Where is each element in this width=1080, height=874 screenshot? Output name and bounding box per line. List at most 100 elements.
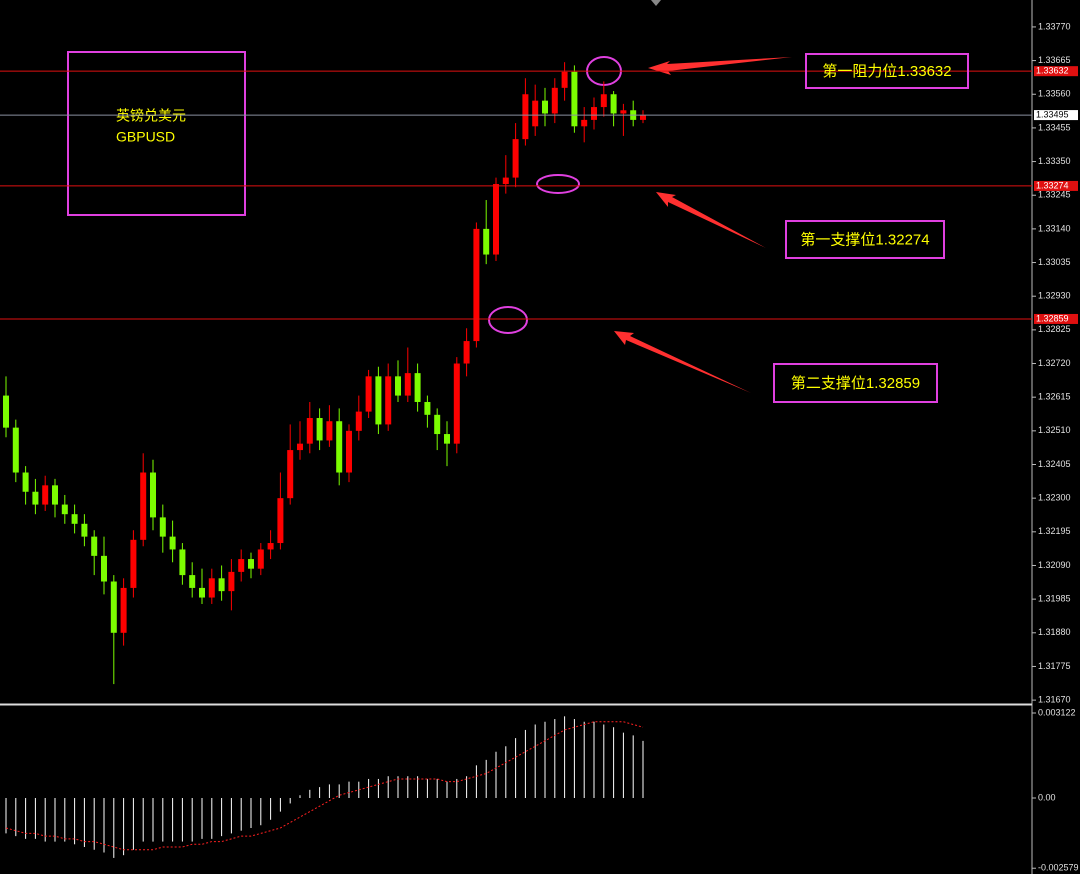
candle-body: [336, 421, 343, 473]
candle-body: [600, 94, 607, 108]
candle-body: [581, 119, 588, 127]
candle-body: [542, 100, 548, 114]
candle-body: [140, 472, 147, 540]
candle-body: [110, 581, 117, 633]
candle-body: [22, 472, 29, 492]
candle-body: [444, 434, 450, 444]
candle-body: [42, 485, 49, 505]
candle-body: [532, 100, 539, 127]
y-tick-label: 1.32090: [1038, 560, 1071, 570]
arrow: [656, 192, 766, 248]
candle-body: [326, 421, 333, 441]
level-price-label: 1.33632: [1036, 66, 1069, 76]
y-tick-label: 0.00: [1038, 792, 1056, 802]
annotation-box: [773, 363, 938, 403]
candle-body: [3, 395, 9, 428]
y-tick-label: 1.33665: [1038, 55, 1071, 65]
candle-body: [12, 427, 19, 473]
candle-body: [248, 559, 254, 569]
annotation-text: 第二支撑位1.32859: [791, 374, 920, 392]
y-tick-label: 1.32720: [1038, 358, 1071, 368]
y-tick-label: 1.31775: [1038, 661, 1071, 671]
candle-body: [591, 107, 597, 120]
annotation-text: 第一阻力位1.33632: [822, 62, 951, 80]
signal-line: [5, 721, 644, 851]
y-tick-label: 1.32825: [1038, 324, 1071, 334]
level-price-box: [1034, 66, 1078, 77]
candle-body: [512, 139, 519, 178]
level-price-label: 1.33274: [1036, 180, 1069, 190]
candle-body: [346, 430, 352, 473]
y-tick-label: 1.32930: [1038, 291, 1071, 301]
candle-body: [169, 536, 176, 550]
candle-body: [287, 450, 294, 499]
y-tick-label: 1.33035: [1038, 257, 1071, 267]
candle-body: [561, 71, 568, 88]
symbol-code: GBPUSD: [116, 129, 175, 145]
candle-body: [640, 115, 646, 120]
candle-body: [424, 401, 431, 415]
candle-body: [453, 363, 460, 444]
symbol-name: 英镑兑美元: [116, 108, 186, 124]
annotation-text: 第一支撑位1.32274: [800, 230, 929, 248]
candle-body: [473, 228, 480, 342]
candle-body: [199, 587, 205, 598]
y-tick-label: 1.32615: [1038, 392, 1071, 402]
y-tick-label: 1.31985: [1038, 594, 1071, 604]
candle-body: [620, 110, 627, 114]
candle-body: [91, 536, 98, 556]
candle-body: [385, 376, 392, 425]
scroll-marker: [651, 0, 661, 6]
candle-body: [267, 543, 274, 550]
candle-body: [493, 184, 499, 255]
candle-body: [404, 373, 411, 396]
candle-body: [297, 443, 303, 451]
candle-body: [61, 504, 68, 515]
highlight-circle: [536, 174, 580, 194]
candle-body: [218, 578, 225, 592]
candle-body: [238, 559, 245, 572]
symbol-box: [67, 51, 246, 216]
candle-body: [414, 373, 421, 402]
y-tick-label: 1.33140: [1038, 223, 1071, 233]
y-tick-label: 1.33560: [1038, 89, 1071, 99]
candle-body: [228, 571, 235, 592]
candle-body: [130, 539, 137, 588]
candle-body: [610, 94, 617, 114]
candle-body: [502, 177, 509, 185]
candle-body: [120, 587, 127, 633]
candle-body: [179, 549, 186, 576]
candle-body: [463, 341, 470, 364]
candle-body: [551, 87, 558, 114]
y-tick-label: 1.33455: [1038, 122, 1071, 132]
candle-body: [71, 514, 78, 524]
candle-body: [159, 517, 166, 537]
candle-body: [434, 414, 441, 435]
annotation-box: [785, 220, 945, 259]
candle-body: [208, 578, 215, 598]
y-tick-label: 1.32195: [1038, 526, 1071, 536]
y-tick-label: 1.31670: [1038, 694, 1071, 704]
candle-body: [571, 71, 578, 127]
candle-body: [365, 376, 372, 412]
candle-body: [306, 418, 313, 444]
y-tick-label: 1.31880: [1038, 627, 1071, 637]
y-tick-label: -0.002579: [1038, 863, 1079, 873]
level-price-box: [1034, 313, 1078, 324]
y-tick-label: 1.33770: [1038, 21, 1071, 31]
y-tick-label: 0.003122: [1038, 707, 1076, 717]
y-tick-label: 1.33245: [1038, 190, 1071, 200]
y-tick-label: 1.32405: [1038, 459, 1071, 469]
current-price-box: [1034, 110, 1078, 121]
candle-body: [81, 523, 88, 537]
candle-body: [101, 555, 107, 582]
candle-body: [316, 418, 323, 441]
current-price-label: 1.33495: [1036, 109, 1069, 119]
arrow: [614, 331, 751, 393]
highlight-circle: [488, 306, 528, 334]
y-tick-label: 1.32300: [1038, 493, 1071, 503]
candle-body: [150, 472, 156, 518]
candle-body: [189, 575, 196, 588]
